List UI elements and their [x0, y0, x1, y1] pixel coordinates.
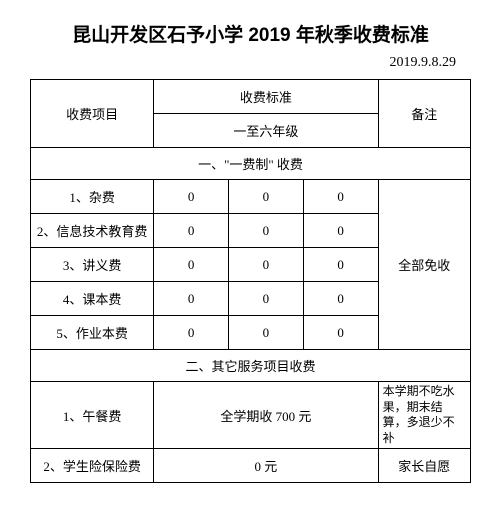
fee-label: 4、课本费	[31, 282, 154, 316]
header-row-1: 收费项目 收费标准 备注	[31, 80, 471, 114]
fee-remark: 本学期不吃水果，期末结算，多退少不补	[378, 382, 470, 449]
fee-value: 0	[154, 214, 229, 248]
table-row: 2、学生险保险费 0 元 家长自愿	[31, 449, 471, 483]
fee-label: 1、杂费	[31, 180, 154, 214]
table-row: 1、午餐费 全学期收 700 元 本学期不吃水果，期末结算，多退少不补	[31, 382, 471, 449]
fee-value: 0	[228, 180, 303, 214]
fee-remark: 家长自愿	[378, 449, 470, 483]
fee-value: 全学期收 700 元	[154, 382, 378, 449]
fee-value: 0	[228, 248, 303, 282]
section2-title: 二、其它服务项目收费	[31, 350, 471, 382]
fee-value: 0	[303, 282, 378, 316]
section1-remark: 全部免收	[378, 180, 470, 350]
fee-label: 1、午餐费	[31, 382, 154, 449]
header-item: 收费项目	[31, 80, 154, 148]
header-standard: 收费标准	[154, 80, 378, 114]
fee-value: 0	[228, 316, 303, 350]
page-title: 昆山开发区石予小学 2019 年秋季收费标准	[30, 20, 471, 47]
fee-label: 2、学生险保险费	[31, 449, 154, 483]
fee-value: 0	[303, 214, 378, 248]
doc-date: 2019.9.8.29	[30, 55, 471, 71]
fee-label: 5、作业本费	[31, 316, 154, 350]
fee-value: 0	[154, 282, 229, 316]
section1-title: 一、"一费制" 收费	[31, 148, 471, 180]
header-remark: 备注	[378, 80, 470, 148]
fee-value: 0	[303, 180, 378, 214]
fee-value: 0	[303, 316, 378, 350]
fee-label: 3、讲义费	[31, 248, 154, 282]
section1-title-row: 一、"一费制" 收费	[31, 148, 471, 180]
fee-value: 0 元	[154, 449, 378, 483]
fee-table: 收费项目 收费标准 备注 一至六年级 一、"一费制" 收费 1、杂费 0 0 0…	[30, 79, 471, 483]
fee-value: 0	[303, 248, 378, 282]
header-grades: 一至六年级	[154, 114, 378, 148]
fee-value: 0	[228, 214, 303, 248]
fee-value: 0	[154, 316, 229, 350]
fee-value: 0	[228, 282, 303, 316]
section2-title-row: 二、其它服务项目收费	[31, 350, 471, 382]
fee-value: 0	[154, 248, 229, 282]
table-row: 1、杂费 0 0 0 全部免收	[31, 180, 471, 214]
fee-value: 0	[154, 180, 229, 214]
fee-label: 2、信息技术教育费	[31, 214, 154, 248]
